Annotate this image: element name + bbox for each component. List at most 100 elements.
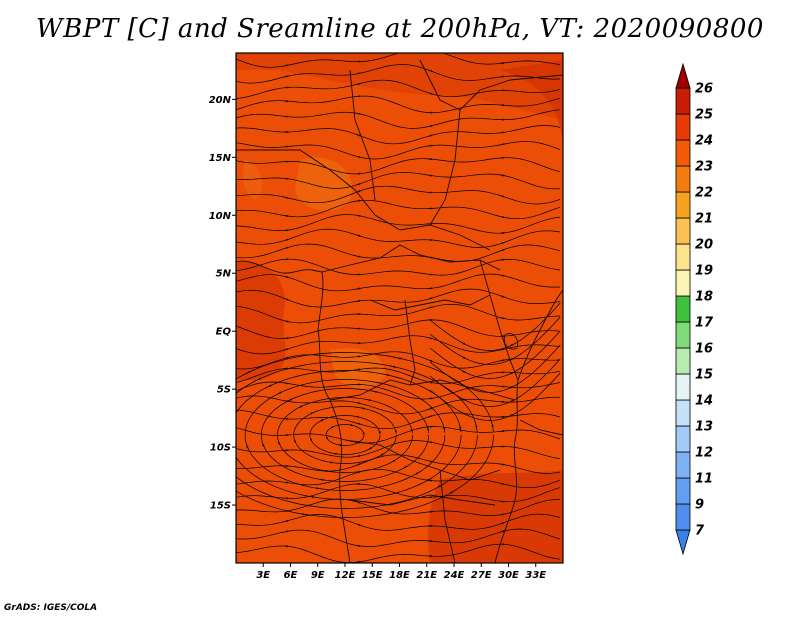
- colorbar-swatch: [675, 347, 691, 375]
- streamline-arrow: [283, 75, 290, 78]
- streamline-arrow: [368, 447, 372, 450]
- streamline-arrow: [355, 422, 362, 425]
- streamline: [236, 395, 561, 415]
- streamline-arrow: [491, 421, 494, 428]
- country-borders: [236, 59, 563, 563]
- streamline-arrow: [499, 131, 506, 134]
- streamline-arrow: [283, 196, 290, 199]
- streamline-arrow: [392, 459, 396, 462]
- streamline-arrow: [427, 407, 434, 410]
- colorbar-label: 13: [695, 420, 713, 435]
- lat-tick-label: 10N: [209, 211, 232, 222]
- lon-tick-label: 30E: [498, 570, 519, 581]
- streamline: [236, 543, 561, 563]
- streamline: [236, 426, 561, 444]
- colorbar-swatch: [675, 191, 691, 219]
- streamline-arrow: [427, 174, 434, 177]
- colorbar-label: 12: [695, 446, 713, 461]
- streamline: [244, 379, 446, 491]
- longitude-axis: 3E 6E 9E 12E 15E 18E 21E 24E 27E 30E 33E: [256, 563, 546, 581]
- streamline-arrow: [427, 124, 434, 128]
- latitude-axis: 20N 15N 10N 5N EQ 5S 10S 15S: [209, 95, 236, 512]
- shade-patch-west: [236, 261, 286, 380]
- streamline-arrow: [475, 422, 478, 429]
- streamline: [429, 316, 561, 365]
- streamline: [429, 372, 561, 421]
- streamline-arrow: [278, 441, 281, 445]
- lon-tick-label: 3E: [256, 570, 270, 581]
- streamline-arrow: [287, 398, 293, 402]
- streamline: [236, 185, 561, 205]
- lat-tick-label: EQ: [216, 327, 232, 338]
- colorbar-label: 19: [695, 264, 713, 279]
- streamline-arrow: [310, 495, 319, 499]
- streamline-arrow: [499, 522, 506, 525]
- border-5: [321, 244, 501, 273]
- border-3: [419, 59, 563, 111]
- streamline-arrow: [410, 428, 413, 433]
- streamline-arrow: [276, 391, 283, 395]
- streamline-arrow: [427, 297, 434, 300]
- lon-tick-label: 33E: [525, 570, 546, 581]
- streamline-arrow: [427, 337, 434, 340]
- streamline-arrow: [283, 238, 290, 242]
- streamline-arrow: [427, 69, 434, 72]
- streamline-arrow: [380, 453, 384, 456]
- streamline-arrow: [283, 530, 290, 533]
- streamline-arrow: [283, 348, 290, 351]
- streamline-arrow: [315, 487, 323, 490]
- streamline-arrow: [283, 297, 290, 301]
- streamline-arrow: [392, 356, 403, 360]
- lat-tick-label: 15S: [210, 501, 231, 512]
- border-1: [236, 149, 491, 251]
- streamline: [236, 381, 561, 400]
- streamline-arrow: [355, 112, 362, 115]
- colorbar-label: 15: [695, 368, 713, 383]
- streamline: [236, 440, 561, 459]
- streamline-arrow: [509, 344, 514, 347]
- streamline-arrow: [324, 470, 330, 473]
- streamline-arrow: [499, 215, 506, 219]
- colorbar-arrow-high: [675, 62, 691, 89]
- border-4: [429, 109, 461, 226]
- streamline: [236, 141, 561, 160]
- streamline-arrow: [355, 501, 362, 504]
- map-panel: [200, 52, 564, 564]
- streamline: [236, 258, 561, 276]
- streamline-arrow: [200, 452, 202, 457]
- streamline: [260, 388, 430, 482]
- colorbar-swatch: [675, 269, 691, 297]
- colorbar-label: 23: [695, 160, 713, 175]
- streamline: [236, 352, 494, 518]
- streamline: [429, 330, 561, 379]
- streamline-arrow: [355, 287, 362, 290]
- streamline-arrow: [283, 382, 290, 385]
- colorbar-swatch: [675, 87, 691, 115]
- streamline: [309, 415, 381, 455]
- colorbar-label: 9: [695, 498, 704, 513]
- streamline-arrow: [355, 255, 362, 258]
- streamline-arrow: [355, 155, 362, 158]
- streamline-arrow: [355, 544, 362, 547]
- streamline: [236, 528, 561, 547]
- streamline-arrow: [427, 415, 434, 418]
- shade-patch-light-2: [330, 348, 385, 389]
- streamline-arrow: [283, 481, 290, 484]
- lat-tick-label: 10S: [210, 443, 231, 454]
- streamline-arrow: [309, 412, 314, 415]
- lon-tick-label: 15E: [362, 570, 383, 581]
- streamline: [236, 273, 561, 292]
- lon-tick-label: 9E: [311, 570, 325, 581]
- streamline-arrow: [355, 454, 362, 458]
- streamline-arrow: [246, 445, 249, 450]
- streamline-arrow: [499, 174, 506, 177]
- streamline-arrow: [499, 482, 506, 485]
- streamline-arrow: [371, 390, 378, 393]
- colorbar-swatch: [675, 477, 691, 505]
- streamline-arrow: [461, 342, 466, 345]
- streamline: [236, 483, 561, 503]
- border-12: [439, 469, 456, 563]
- streamline-arrow: [355, 214, 362, 217]
- colorbar-swatch: [675, 113, 691, 141]
- colorbar-label: 18: [695, 290, 713, 305]
